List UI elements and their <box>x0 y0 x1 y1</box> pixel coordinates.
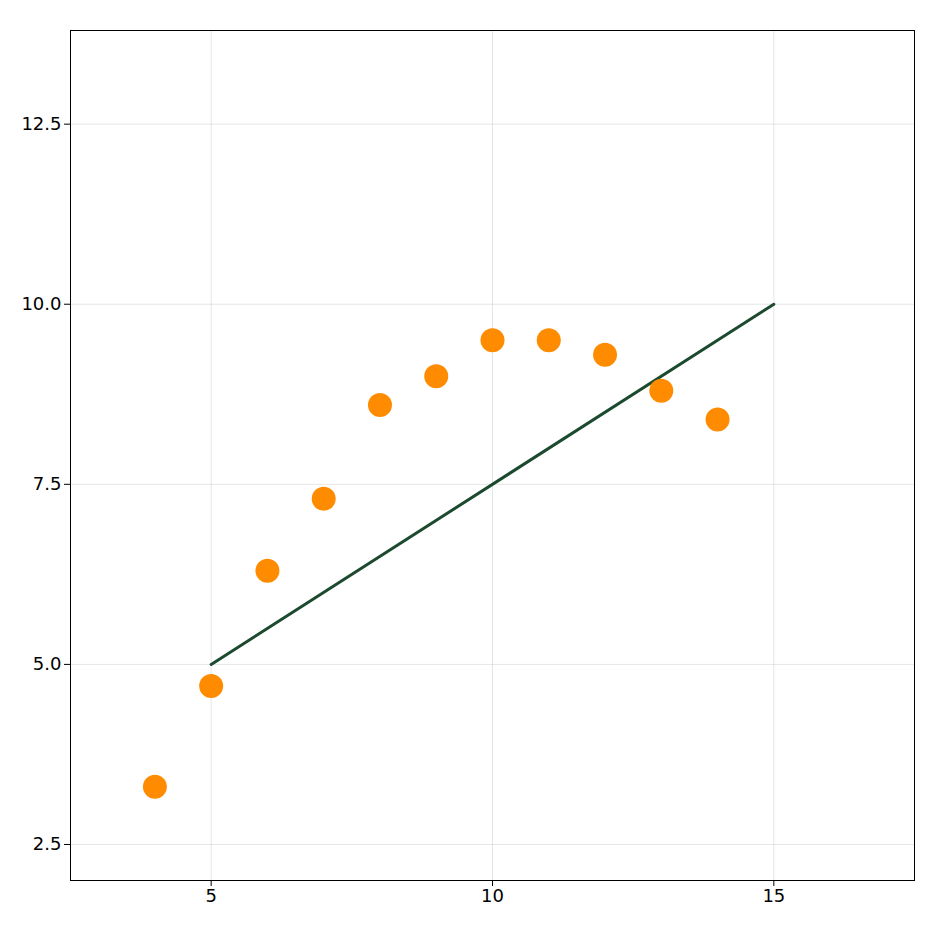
svg-text:5: 5 <box>205 885 216 906</box>
svg-text:2.5: 2.5 <box>33 833 62 854</box>
svg-text:15: 15 <box>762 885 785 906</box>
svg-text:10.0: 10.0 <box>21 293 61 314</box>
svg-text:10: 10 <box>481 885 504 906</box>
svg-text:7.5: 7.5 <box>33 473 62 494</box>
svg-text:12.5: 12.5 <box>21 113 61 134</box>
svg-text:5.0: 5.0 <box>33 653 62 674</box>
